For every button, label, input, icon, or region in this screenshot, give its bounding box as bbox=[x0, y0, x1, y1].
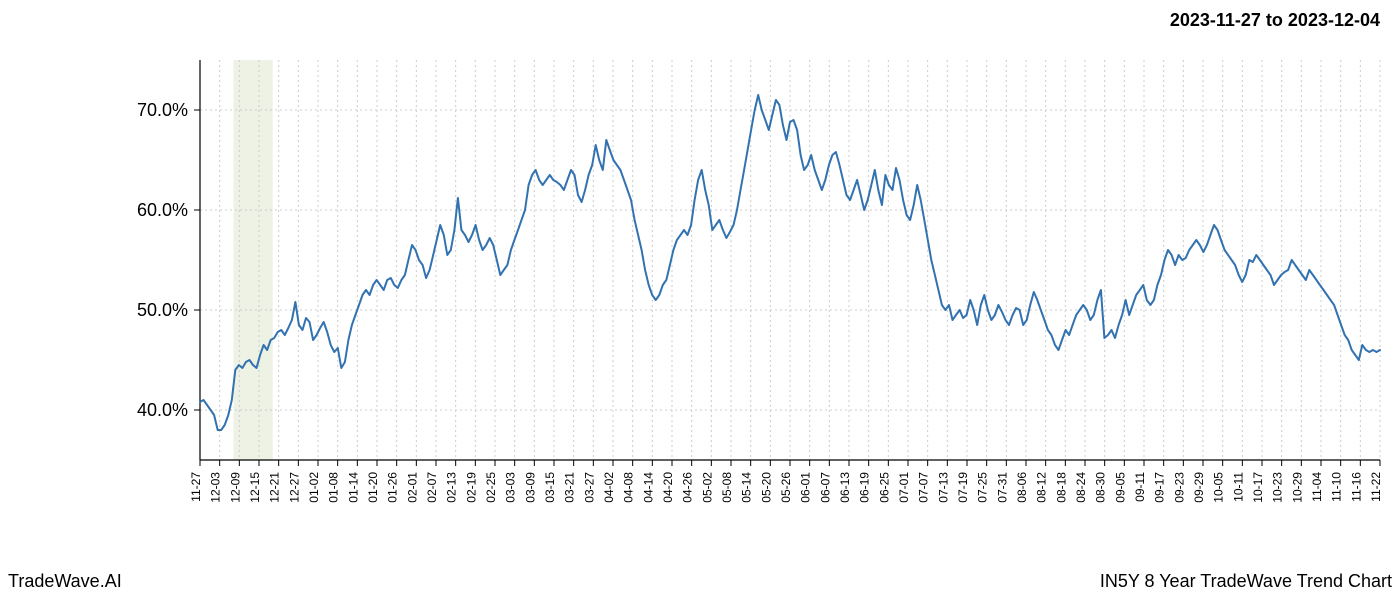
svg-text:05-14: 05-14 bbox=[740, 472, 754, 503]
svg-text:04-02: 04-02 bbox=[602, 472, 616, 503]
svg-text:01-08: 01-08 bbox=[327, 472, 341, 503]
svg-text:07-13: 07-13 bbox=[936, 472, 950, 503]
footer-brand: TradeWave.AI bbox=[8, 571, 122, 592]
svg-text:06-25: 06-25 bbox=[877, 472, 891, 503]
svg-text:10-23: 10-23 bbox=[1271, 472, 1285, 503]
svg-text:05-02: 05-02 bbox=[700, 472, 714, 503]
svg-text:12-09: 12-09 bbox=[228, 472, 242, 503]
svg-text:12-21: 12-21 bbox=[268, 472, 282, 503]
date-range-label: 2023-11-27 to 2023-12-04 bbox=[1170, 10, 1380, 31]
svg-text:07-19: 07-19 bbox=[956, 472, 970, 503]
svg-text:60.0%: 60.0% bbox=[137, 200, 188, 220]
svg-text:09-11: 09-11 bbox=[1133, 472, 1147, 502]
svg-text:08-12: 08-12 bbox=[1035, 472, 1049, 503]
svg-text:09-29: 09-29 bbox=[1192, 472, 1206, 503]
svg-text:02-13: 02-13 bbox=[445, 472, 459, 503]
svg-text:01-02: 01-02 bbox=[307, 472, 321, 503]
svg-text:01-20: 01-20 bbox=[366, 472, 380, 503]
svg-text:02-01: 02-01 bbox=[405, 472, 419, 503]
svg-text:01-14: 01-14 bbox=[346, 472, 360, 503]
svg-text:08-30: 08-30 bbox=[1094, 472, 1108, 503]
svg-text:40.0%: 40.0% bbox=[137, 400, 188, 420]
svg-text:07-25: 07-25 bbox=[976, 472, 990, 503]
svg-text:11-22: 11-22 bbox=[1369, 472, 1383, 502]
trend-chart: 40.0% 50.0% 60.0% 70.0% 11-27 12-03 12-09 12-15… bbox=[0, 40, 1400, 540]
svg-text:02-25: 02-25 bbox=[484, 472, 498, 503]
svg-text:05-08: 05-08 bbox=[720, 472, 734, 503]
svg-text:04-14: 04-14 bbox=[641, 472, 655, 503]
svg-text:07-07: 07-07 bbox=[917, 472, 931, 503]
svg-text:08-18: 08-18 bbox=[1054, 472, 1068, 503]
svg-text:04-08: 04-08 bbox=[622, 472, 636, 503]
svg-text:09-23: 09-23 bbox=[1172, 472, 1186, 503]
svg-text:07-01: 07-01 bbox=[897, 472, 911, 503]
svg-text:07-31: 07-31 bbox=[995, 472, 1009, 503]
svg-text:08-24: 08-24 bbox=[1074, 472, 1088, 503]
svg-text:02-07: 02-07 bbox=[425, 472, 439, 503]
svg-text:50.0%: 50.0% bbox=[137, 300, 188, 320]
svg-text:03-09: 03-09 bbox=[523, 472, 537, 503]
footer-chart-title: IN5Y 8 Year TradeWave Trend Chart bbox=[1100, 571, 1392, 592]
svg-text:06-13: 06-13 bbox=[838, 472, 852, 503]
svg-text:03-27: 03-27 bbox=[582, 472, 596, 503]
svg-text:06-07: 06-07 bbox=[818, 472, 832, 503]
svg-text:11-10: 11-10 bbox=[1330, 472, 1344, 502]
svg-text:10-05: 10-05 bbox=[1212, 472, 1226, 503]
svg-text:03-21: 03-21 bbox=[563, 472, 577, 503]
svg-text:03-15: 03-15 bbox=[543, 472, 557, 503]
svg-text:06-19: 06-19 bbox=[858, 472, 872, 503]
svg-text:11-04: 11-04 bbox=[1310, 472, 1324, 502]
svg-text:12-03: 12-03 bbox=[209, 472, 223, 503]
svg-text:08-06: 08-06 bbox=[1015, 472, 1029, 503]
svg-text:04-26: 04-26 bbox=[681, 472, 695, 503]
svg-text:06-01: 06-01 bbox=[799, 472, 813, 503]
chart-container: 40.0% 50.0% 60.0% 70.0% 11-27 12-03 12-09 12-15… bbox=[0, 40, 1400, 540]
svg-text:04-20: 04-20 bbox=[661, 472, 675, 503]
svg-text:11-16: 11-16 bbox=[1349, 472, 1363, 502]
svg-text:11-27: 11-27 bbox=[189, 472, 203, 502]
svg-text:12-27: 12-27 bbox=[287, 472, 301, 503]
svg-text:70.0%: 70.0% bbox=[137, 100, 188, 120]
svg-text:10-11: 10-11 bbox=[1231, 472, 1245, 502]
svg-text:05-20: 05-20 bbox=[759, 472, 773, 503]
svg-text:02-19: 02-19 bbox=[464, 472, 478, 503]
svg-text:01-26: 01-26 bbox=[386, 472, 400, 503]
svg-text:03-03: 03-03 bbox=[504, 472, 518, 503]
svg-text:10-17: 10-17 bbox=[1251, 472, 1265, 503]
svg-text:10-29: 10-29 bbox=[1290, 472, 1304, 503]
svg-text:09-05: 09-05 bbox=[1113, 472, 1127, 503]
svg-text:09-17: 09-17 bbox=[1153, 472, 1167, 503]
svg-text:12-15: 12-15 bbox=[248, 472, 262, 503]
svg-text:05-26: 05-26 bbox=[779, 472, 793, 503]
